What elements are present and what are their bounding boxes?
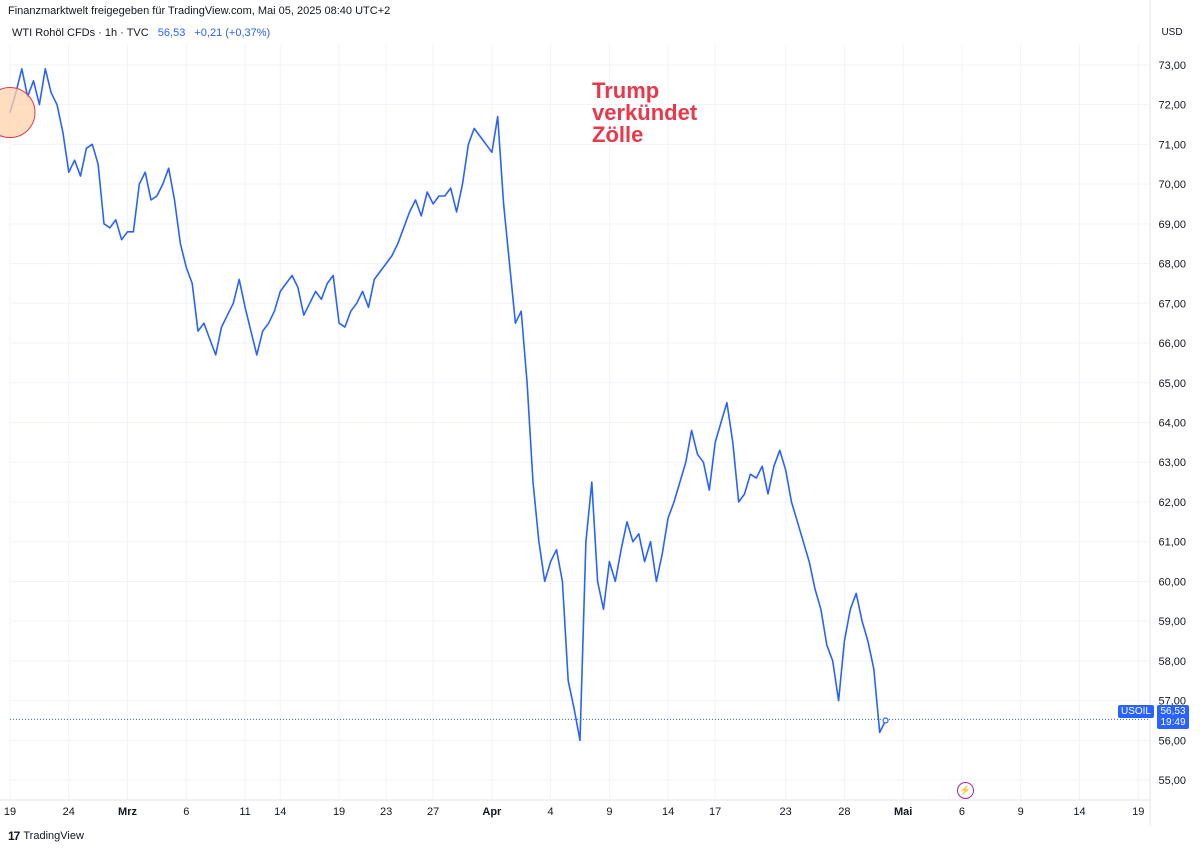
price-tag-value: 56,53	[1160, 706, 1186, 717]
tradingview-logo-icon: 17	[8, 829, 20, 843]
x-tick-label: 14	[1073, 806, 1085, 818]
x-tick-label: Apr	[482, 806, 502, 818]
y-tick-label: 68,00	[1158, 259, 1186, 271]
chart-caption: Finanzmarktwelt freigegeben für TradingV…	[8, 5, 391, 17]
x-tick-label: Mai	[894, 806, 912, 818]
y-tick-label: 56,00	[1158, 735, 1186, 747]
y-tick-label: 58,00	[1158, 656, 1186, 668]
y-tick-label: 69,00	[1158, 219, 1186, 231]
footer-brand[interactable]: 17 TradingView	[8, 829, 84, 843]
y-tick-label: 66,00	[1158, 338, 1186, 350]
y-tick-label: 71,00	[1158, 139, 1186, 151]
y-tick-label: 60,00	[1158, 576, 1186, 588]
x-tick-label: 19	[4, 806, 16, 818]
y-tick-label: 65,00	[1158, 378, 1186, 390]
x-tick-label: 4	[548, 806, 554, 818]
x-tick-label: Mrz	[118, 806, 137, 818]
x-tick-label: 11	[239, 806, 250, 818]
currency-label[interactable]: USD	[1155, 24, 1189, 42]
x-tick-label: 24	[63, 806, 75, 818]
y-tick-label: 62,00	[1158, 497, 1186, 509]
x-tick-label: 23	[380, 806, 392, 818]
x-tick-label: 19	[1132, 806, 1144, 818]
y-tick-label: 63,00	[1158, 457, 1186, 469]
x-tick-label: 9	[606, 806, 612, 818]
symbol-line: WTI Rohöl CFDs · 1h · TVC	[12, 27, 149, 39]
x-tick-label: 9	[1018, 806, 1024, 818]
x-tick-label: 14	[662, 806, 674, 818]
x-tick-label: 17	[709, 806, 721, 818]
legend-price: 56,53	[157, 27, 186, 39]
symbol-tag: USOIL	[1118, 705, 1154, 718]
x-tick-label: 27	[427, 806, 439, 818]
price-series-line	[9, 68, 887, 742]
annotation-text: Trump verkündet Zölle	[592, 78, 698, 147]
x-tick-label: 23	[780, 806, 792, 818]
legend-change: +0,21 (+0,37%)	[194, 27, 271, 39]
y-tick-label: 64,00	[1158, 418, 1186, 430]
y-tick-label: 61,00	[1158, 537, 1186, 549]
y-tick-label: 57,00	[1158, 696, 1186, 708]
y-tick-label: 73,00	[1158, 60, 1186, 72]
symbol-legend[interactable]: WTI Rohöl CFDs · 1h · TVC 56,53 +0,21 (+…	[12, 27, 270, 39]
brand-name: TradingView	[23, 830, 84, 842]
y-tick-label: 59,00	[1158, 616, 1186, 628]
x-tick-label: 6	[183, 806, 189, 818]
x-tick-label: 28	[838, 806, 850, 818]
annotation-highlight-circle	[0, 87, 36, 139]
price-tag-countdown: 19:49	[1160, 717, 1186, 728]
price-tag: 56,53 19:49	[1157, 705, 1189, 729]
x-tick-label: 6	[959, 806, 965, 818]
x-tick-label: 14	[274, 806, 286, 818]
y-tick-label: 70,00	[1158, 179, 1186, 191]
y-tick-label: 55,00	[1158, 775, 1186, 787]
y-tick-label: 72,00	[1158, 100, 1186, 112]
lightning-icon[interactable]: ⚡	[957, 782, 974, 799]
last-point-marker	[882, 717, 889, 724]
x-tick-label: 19	[333, 806, 345, 818]
y-tick-label: 67,00	[1158, 298, 1186, 310]
